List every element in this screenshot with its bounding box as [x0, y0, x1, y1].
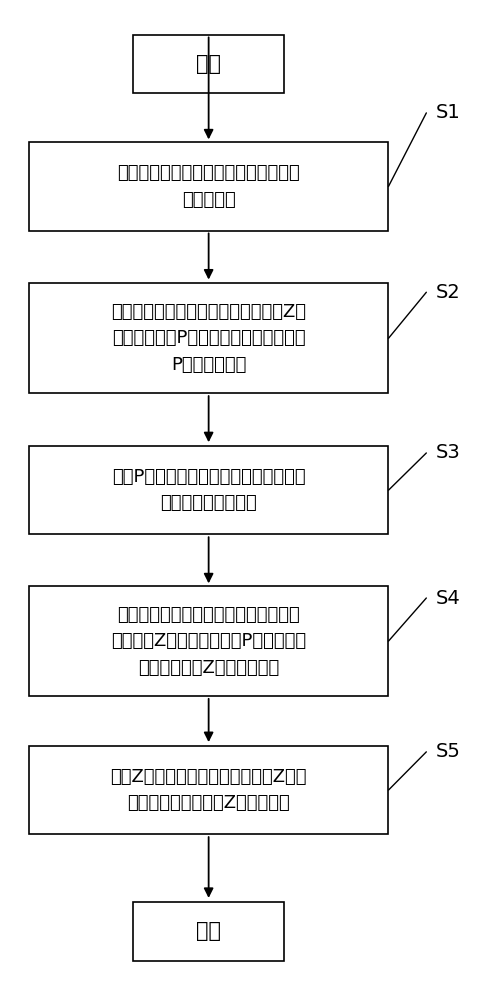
- Text: S3: S3: [436, 443, 460, 462]
- Bar: [29, 586, 388, 696]
- Bar: [29, 142, 388, 231]
- Bar: [29, 446, 388, 534]
- Text: 获取Z信号脉冲模块脉冲波形，对Z信号
脉宽进行调制，保证Z相脉宽稳定: 获取Z信号脉冲模块脉冲波形，对Z信号 脉宽进行调制，保证Z相脉宽稳定: [110, 768, 307, 812]
- Bar: [133, 35, 284, 93]
- Text: 结束: 结束: [196, 921, 221, 941]
- Text: S5: S5: [436, 742, 460, 761]
- Text: 获取P信号产生模块脉冲波形，获得电机
静态时的初始位置；: 获取P信号产生模块脉冲波形，获得电机 静态时的初始位置；: [112, 468, 306, 512]
- Text: S1: S1: [436, 103, 460, 122]
- Text: S2: S2: [436, 283, 460, 302]
- Text: 上电后，检测转速不为零，电机处于工
作状态，Z信号产生模块和P信号产生模
块自动转换到Z信号产生模块: 上电后，检测转速不为零，电机处于工 作状态，Z信号产生模块和P信号产生模 块自动…: [111, 606, 306, 677]
- Text: S4: S4: [436, 588, 460, 607]
- Bar: [133, 902, 284, 961]
- Text: 开始: 开始: [196, 54, 221, 74]
- Text: 检测转速为零，电机处于静止状态，Z信
号产生模块和P信号产生模块自动转换到
P信号产生模块: 检测转速为零，电机处于静止状态，Z信 号产生模块和P信号产生模块自动转换到 P信…: [111, 303, 306, 374]
- Bar: [29, 283, 388, 393]
- Text: 检测转速计算模块，对电机所处工作状
态进行判断: 检测转速计算模块，对电机所处工作状 态进行判断: [117, 164, 300, 209]
- Bar: [29, 746, 388, 834]
